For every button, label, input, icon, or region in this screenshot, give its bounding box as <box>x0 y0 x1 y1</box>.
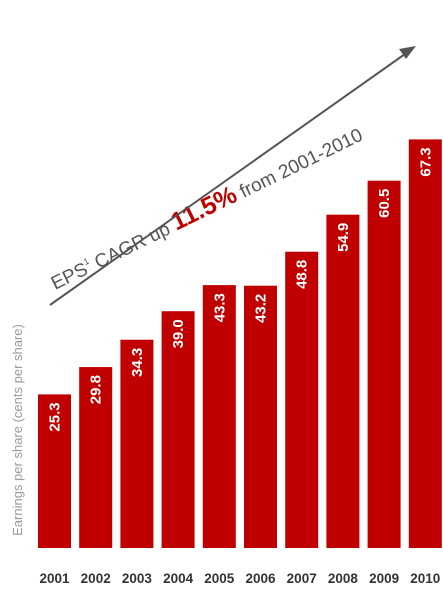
value-label-2010: 67.3 <box>417 147 434 176</box>
value-label-2003: 34.3 <box>129 348 146 377</box>
value-label-2006: 43.2 <box>253 294 270 323</box>
cagr-annotation-text: EPS1 CAGR up 11.5% from 2001-2010 <box>45 119 366 295</box>
value-label-2007: 48.8 <box>294 260 311 289</box>
annotation-highlight: 11.5% <box>167 181 242 237</box>
value-labels-group: 25.3 29.8 34.3 39.0 43.3 43.2 48.8 54.9 60.5 67.3 <box>47 147 435 431</box>
year-label-2008: 2008 <box>328 571 359 586</box>
value-label-2002: 29.8 <box>88 375 105 404</box>
year-labels-group: 2001 2002 2003 2004 2005 2006 2007 2008 2009 2010 <box>39 571 440 586</box>
bar-2009 <box>367 180 401 548</box>
bar-2004 <box>161 311 195 548</box>
trend-arrow-head <box>399 46 416 59</box>
bar-2006 <box>244 285 277 548</box>
trend-arrow <box>49 46 416 306</box>
year-label-2002: 2002 <box>81 571 111 586</box>
year-label-2007: 2007 <box>287 571 317 586</box>
year-label-2010: 2010 <box>410 571 440 586</box>
bar-2007 <box>285 251 319 548</box>
annotation-superscript: 1 <box>82 256 91 267</box>
bar-2008 <box>326 214 360 548</box>
value-label-2009: 60.5 <box>376 189 393 218</box>
year-label-2005: 2005 <box>204 571 235 586</box>
bar-2003 <box>120 339 154 548</box>
trend-arrow-line <box>49 53 406 306</box>
bar-2005 <box>202 285 236 548</box>
year-label-2004: 2004 <box>163 571 194 586</box>
bar-2001 <box>38 394 71 548</box>
y-axis-label: Earnings per share (cents per share) <box>10 324 25 536</box>
year-label-2006: 2006 <box>245 571 276 586</box>
bar-2002 <box>79 367 113 548</box>
cagr-annotation: EPS1 CAGR up 11.5% from 2001-2010 <box>45 119 366 295</box>
annotation-suffix: from 2001-2010 <box>232 125 367 205</box>
value-label-2008: 54.9 <box>335 223 352 252</box>
value-label-2001: 25.3 <box>47 402 64 431</box>
year-label-2001: 2001 <box>39 571 70 586</box>
bar-2010 <box>408 139 442 548</box>
year-label-2003: 2003 <box>122 571 153 586</box>
value-label-2005: 43.3 <box>211 293 228 322</box>
value-label-2004: 39.0 <box>170 319 187 348</box>
bars-group <box>38 139 442 548</box>
year-label-2009: 2009 <box>369 571 399 586</box>
